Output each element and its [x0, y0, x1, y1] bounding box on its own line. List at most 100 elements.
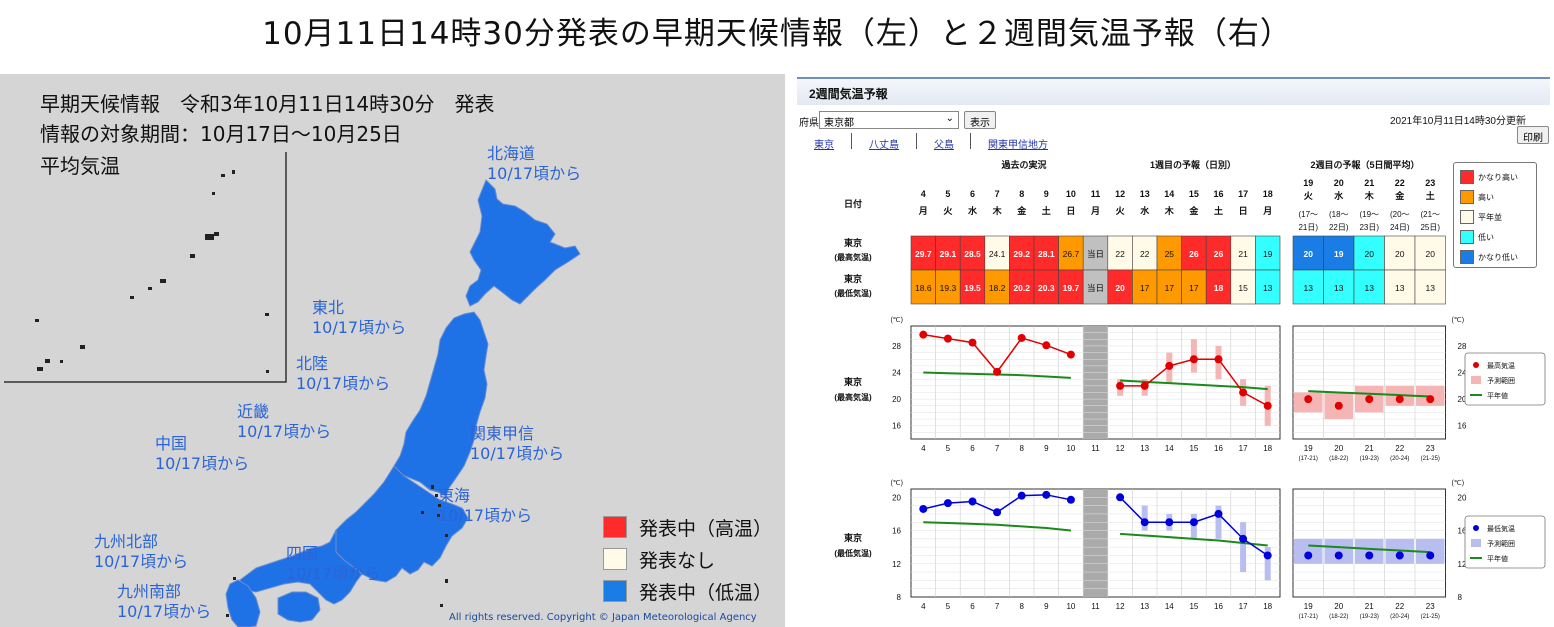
max-chart-legend-range — [1471, 376, 1481, 384]
prefecture-select[interactable]: 東京都 ⌄ — [819, 111, 959, 129]
min-temp-cell — [1107, 269, 1133, 305]
min-chart-xtick: 8 — [1019, 602, 1024, 611]
min-chart-point — [919, 504, 928, 513]
max-chart-xtick: 4 — [921, 444, 926, 453]
min-chart-legend-marker — [1473, 525, 1479, 531]
min-chart-point — [1017, 491, 1026, 500]
week2-min-value: 13 — [1395, 283, 1405, 293]
weekday-header: 火 — [1116, 206, 1126, 216]
week2-range-header: (18～ — [1329, 210, 1349, 219]
min-chart-point — [943, 499, 952, 508]
max-temp-value: 22 — [1140, 249, 1150, 259]
max-chart-legend-marker — [1473, 362, 1479, 368]
week2-range-header: 25日) — [1420, 223, 1440, 232]
min-chart-normal-line — [923, 521, 1072, 532]
week2-min-cell — [1384, 269, 1416, 305]
day-header: 15 — [1189, 189, 1199, 199]
min-chart-ytick-right: 12 — [1458, 560, 1467, 569]
min-chart-xtick: 15 — [1189, 602, 1198, 611]
section-week2: 2週目の予報（5日間平均） — [1310, 159, 1419, 170]
max-chart-legend-label: 平年値 — [1487, 391, 1508, 400]
week2-weekday-header: 火 — [1304, 191, 1314, 201]
max-chart-point — [1165, 361, 1174, 370]
nav-link-tokyo[interactable]: 東京 — [814, 140, 834, 151]
min-chart-range-bar — [1141, 505, 1148, 531]
weekday-header: 木 — [992, 205, 1003, 216]
max-chart-point — [993, 367, 1002, 376]
max-chart-xtick: 12 — [1116, 444, 1125, 453]
min-chart-week2-xrange: (19-23) — [1360, 614, 1379, 620]
min-chart-normal-line — [1120, 532, 1268, 547]
day-header: 12 — [1115, 189, 1125, 199]
min-chart-legend-label: 最低気温 — [1487, 524, 1515, 533]
min-chart-week2-normal-line — [1308, 544, 1431, 554]
legend-none-swatch — [603, 548, 627, 570]
min-chart-xtick: 10 — [1066, 602, 1075, 611]
min-chart-week2-xrange: (20-24) — [1390, 614, 1409, 620]
class-swatch — [1460, 250, 1474, 264]
min-chart-point — [1042, 490, 1051, 499]
max-temp-cell — [1205, 235, 1232, 271]
max-chart-week2-xtick: 21 — [1365, 444, 1374, 453]
week2-weekday-header: 金 — [1394, 190, 1405, 201]
min-chart-point — [968, 497, 977, 506]
class-legend-item: 平年並 — [1460, 209, 1502, 225]
max-temp-value: 26 — [1214, 249, 1224, 259]
max-chart-xtick: 17 — [1239, 444, 1248, 453]
weekday-header: 月 — [918, 206, 928, 216]
day-header: 10 — [1066, 189, 1076, 199]
week2-day-header: 23 — [1425, 178, 1435, 188]
week2-max-cell — [1292, 235, 1324, 271]
week2-max-value: 20 — [1365, 249, 1375, 259]
min-chart-range-bar — [1240, 522, 1247, 573]
min-temp-cell — [1181, 269, 1207, 305]
southwest-islands — [35, 170, 269, 371]
min-temp-cell — [935, 269, 961, 305]
week2-range-header: 24日) — [1390, 223, 1410, 232]
region-kanto-koshin: 関東甲信 10/17頃から — [470, 424, 565, 463]
max-chart-week2-point — [1426, 395, 1435, 404]
week2-range-header: (20～ — [1390, 210, 1410, 219]
day-header: 5 — [945, 189, 950, 199]
print-button[interactable]: 印刷 — [1517, 126, 1549, 144]
max-temp-cell — [1107, 235, 1133, 271]
max-chart-xtick: 5 — [946, 444, 951, 453]
day-header: 8 — [1019, 189, 1024, 199]
nav-link-kanto-koshin[interactable]: 関東甲信地方 — [988, 140, 1048, 151]
min-chart-point — [1165, 518, 1174, 527]
max-chart-xtick: 18 — [1263, 444, 1272, 453]
nav-link-hachijojima[interactable]: 八丈島 — [869, 140, 899, 151]
show-button[interactable]: 表示 — [964, 111, 996, 129]
max-chart-point — [1116, 381, 1125, 390]
max-temp-cell — [959, 235, 986, 271]
chart-label-max: 東京 — [844, 376, 862, 387]
min-chart-xtick: 12 — [1116, 602, 1125, 611]
chart-label-max: (最高気温) — [834, 392, 872, 402]
max-temp-value: 29.7 — [915, 249, 932, 259]
section-past: 過去の実況 — [1000, 159, 1046, 170]
day-header: 16 — [1213, 189, 1223, 199]
max-temp-value: 26.7 — [1063, 249, 1080, 259]
day-header: 7 — [995, 189, 1000, 199]
min-chart-ytick: 20 — [892, 493, 901, 502]
min-chart-ytick: 12 — [892, 560, 901, 569]
min-temp-cell — [1156, 269, 1182, 305]
region-kyushu-south: 九州南部 10/17頃から — [117, 582, 212, 621]
min-chart-week2-xrange: (21-25) — [1421, 614, 1440, 620]
min-temp-cell — [1058, 269, 1084, 305]
nav-separator — [851, 133, 852, 149]
week2-weekday-header: 木 — [1364, 190, 1375, 201]
day-header: 9 — [1044, 189, 1049, 199]
min-temp-cell — [910, 269, 936, 305]
min-temp-value: 20 — [1115, 283, 1125, 293]
min-temp-cell — [1230, 269, 1256, 305]
min-chart-point — [1116, 493, 1125, 502]
min-temp-cell — [1033, 269, 1059, 305]
date-label: 日付 — [844, 198, 862, 209]
region-shikoku: 四国 10/17頃から — [286, 544, 381, 583]
max-chart-ytick-right: 24 — [1458, 369, 1467, 378]
nav-link-chichijima[interactable]: 父島 — [934, 140, 954, 151]
class-legend-item: 高い — [1460, 189, 1494, 205]
weekday-header: 土 — [1042, 205, 1051, 216]
max-chart-week2-xrange: (18-22) — [1329, 456, 1348, 462]
